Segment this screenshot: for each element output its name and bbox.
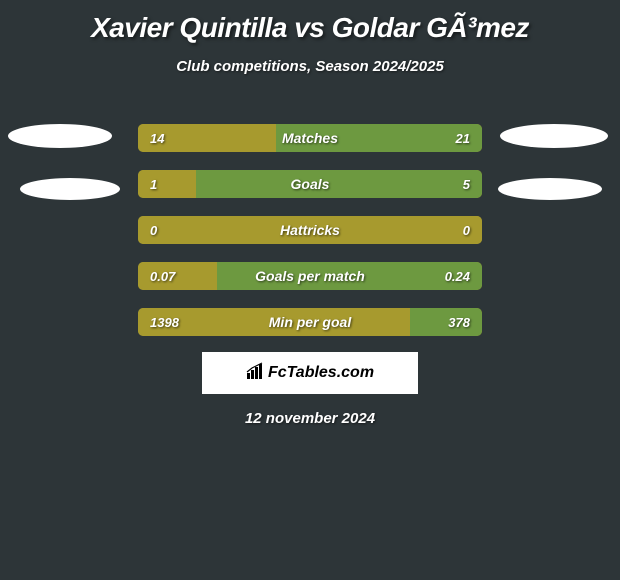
stat-value-right: 21 — [456, 124, 470, 152]
date-label: 12 november 2024 — [0, 410, 620, 427]
stat-label: Min per goal — [138, 308, 482, 336]
comparison-title: Xavier Quintilla vs Goldar GÃ³mez — [0, 0, 620, 44]
stats-container: 14Matches21 1Goals5 0Hattricks0 0.07Goals p… — [138, 124, 482, 354]
ellipse-1 — [20, 178, 120, 200]
stat-value-right: 0 — [463, 216, 470, 244]
stat-label: Hattricks — [138, 216, 482, 244]
stat-label: Goals per match — [138, 262, 482, 290]
stat-value-right: 5 — [463, 170, 470, 198]
stat-label: Goals — [138, 170, 482, 198]
stat-row: 0.07Goals per match0.24 — [138, 262, 482, 290]
comparison-subtitle: Club competitions, Season 2024/2025 — [0, 58, 620, 75]
stat-value-right: 0.24 — [445, 262, 470, 290]
stat-row: 0Hattricks0 — [138, 216, 482, 244]
brand-box: FcTables.com — [202, 352, 418, 394]
ellipse-3 — [498, 178, 602, 200]
ellipse-2 — [500, 124, 608, 148]
stat-row: 14Matches21 — [138, 124, 482, 152]
ellipse-0 — [8, 124, 112, 148]
stat-row: 1Goals5 — [138, 170, 482, 198]
stat-row: 1398Min per goal378 — [138, 308, 482, 336]
brand-label: FcTables.com — [246, 362, 374, 385]
stat-value-right: 378 — [448, 308, 470, 336]
stat-label: Matches — [138, 124, 482, 152]
chart-icon — [246, 362, 264, 385]
brand-text-value: FcTables.com — [268, 364, 374, 382]
